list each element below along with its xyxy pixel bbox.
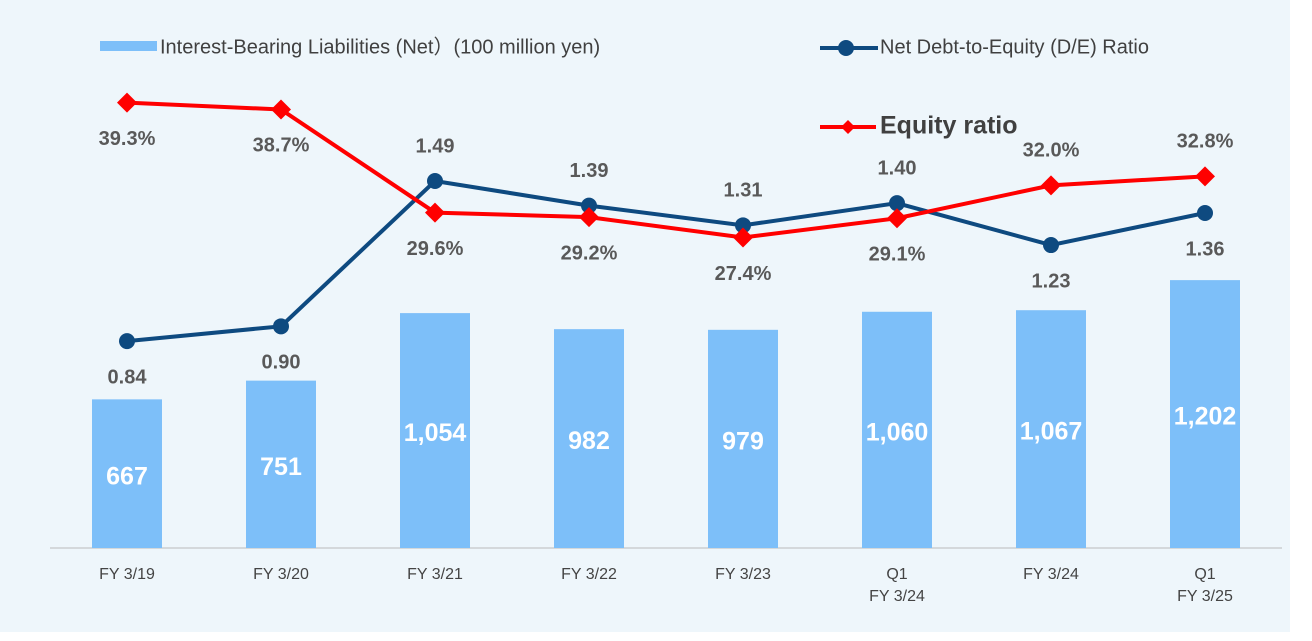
- legend-label: Net Debt-to-Equity (D/E) Ratio: [880, 36, 1149, 58]
- bar-value-label: 979: [722, 428, 764, 456]
- x-tick-label: FY 3/20: [253, 566, 309, 583]
- x-tick-label: FY 3/22: [561, 566, 617, 583]
- data-label: 29.1%: [869, 244, 926, 266]
- bar-value-label: 667: [106, 462, 148, 490]
- marker: [735, 217, 751, 234]
- data-label: 1.39: [570, 160, 609, 182]
- marker: [733, 227, 753, 248]
- bar: [1170, 280, 1240, 548]
- x-tick-label: FY 3/21: [407, 566, 463, 583]
- legend-marker: [838, 40, 854, 56]
- bar-value-label: 1,054: [404, 419, 467, 447]
- data-label: 1.36: [1186, 238, 1225, 260]
- data-label: 32.8%: [1177, 131, 1234, 153]
- x-tick-label: FY 3/23: [715, 566, 771, 583]
- data-label: 29.6%: [407, 238, 464, 260]
- bar: [246, 380, 316, 548]
- x-tick-label: FY 3/19: [99, 566, 155, 583]
- bar-value-label: 1,067: [1020, 418, 1083, 446]
- bar: [862, 311, 932, 548]
- data-label: 1.40: [878, 157, 917, 179]
- data-label: 32.0%: [1023, 140, 1080, 162]
- marker: [427, 172, 443, 189]
- data-label: 0.84: [108, 366, 148, 388]
- legend-label: Interest-Bearing Liabilities (Net）(100 m…: [160, 35, 600, 58]
- data-label: 38.7%: [253, 135, 310, 157]
- x-tick-label: Q1 FY 3/25: [1177, 566, 1233, 605]
- data-label: 1.31: [724, 180, 763, 202]
- data-label: 1.23: [1032, 270, 1071, 292]
- marker: [887, 208, 907, 229]
- data-label: 27.4%: [715, 263, 772, 285]
- bar-value-label: 1,060: [866, 418, 929, 446]
- data-label: 29.2%: [561, 242, 618, 264]
- x-tick-label: Q1 FY 3/24: [869, 566, 925, 605]
- bar: [708, 329, 778, 548]
- marker: [579, 207, 599, 228]
- x-tick-label: FY 3/24: [1023, 566, 1079, 583]
- marker: [1041, 175, 1061, 196]
- marker: [271, 99, 291, 120]
- marker: [119, 333, 135, 350]
- line: [126, 100, 1206, 240]
- bar: [400, 313, 470, 548]
- marker: [273, 318, 289, 335]
- legend-label: Equity ratio: [880, 112, 1018, 140]
- data-label: 0.90: [262, 352, 301, 374]
- background: [0, 0, 1290, 632]
- bar-value-label: 1,202: [1174, 403, 1237, 431]
- data-label: 1.49: [416, 135, 455, 157]
- marker: [425, 202, 445, 223]
- marker: [889, 195, 905, 212]
- marker: [581, 197, 597, 214]
- data-label: 39.3%: [99, 128, 156, 150]
- bar: [554, 329, 624, 548]
- legend-swatch: [100, 41, 157, 51]
- line: [126, 178, 1206, 344]
- bar-value-label: 751: [260, 453, 302, 481]
- marker: [1043, 237, 1059, 254]
- bar: [1016, 310, 1086, 548]
- marker: [1195, 166, 1215, 187]
- bar: [92, 399, 162, 548]
- legend-marker: [841, 120, 855, 134]
- marker: [117, 92, 137, 113]
- marker: [1197, 205, 1213, 222]
- bar-value-label: 982: [568, 427, 610, 455]
